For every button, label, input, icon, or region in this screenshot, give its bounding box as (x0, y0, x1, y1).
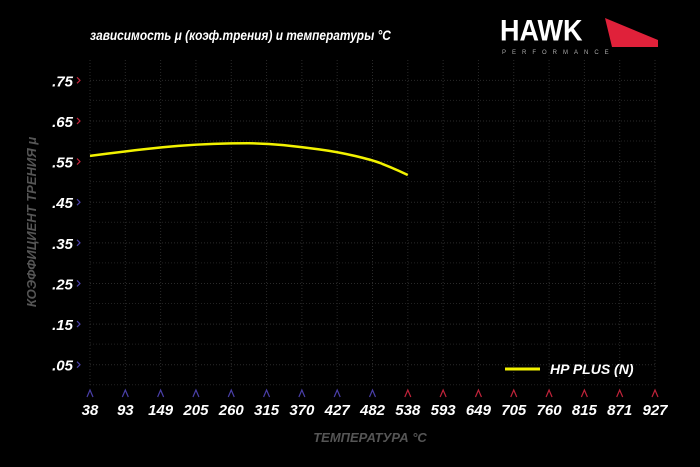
x-tick-label: 149 (148, 402, 174, 419)
y-tick-label: .45 (52, 195, 74, 212)
x-tick-label: 38 (82, 402, 99, 419)
y-tick-mark (76, 280, 81, 287)
legend-label: HP PLUS (N) (550, 361, 634, 377)
x-tick-mark (333, 388, 341, 398)
y-tick-mark (76, 361, 81, 369)
x-tick-mark (157, 388, 165, 398)
x-tick-label: 538 (395, 402, 421, 419)
y-tick-mark (76, 158, 81, 165)
x-tick-label: 705 (501, 402, 527, 419)
y-tick-mark (76, 76, 81, 84)
x-tick-label: 649 (466, 402, 492, 419)
y-tick-label: .25 (52, 276, 74, 293)
x-tick-label: 927 (642, 402, 668, 419)
x-tick-label: 482 (359, 402, 386, 419)
series-line-hp-plus (89, 142, 409, 177)
chart-title: зависимость μ (коэф.трения) и температур… (90, 27, 391, 43)
x-tick-mark (86, 388, 94, 398)
y-tick-mark (76, 239, 81, 247)
x-tick-label: 815 (572, 402, 598, 419)
x-tick-mark (651, 388, 659, 398)
x-tick-mark (368, 388, 377, 398)
x-tick-mark (580, 388, 588, 398)
y-tick-label: .35 (52, 236, 74, 253)
x-tick-mark (510, 388, 518, 398)
x-tick-label: 427 (324, 402, 351, 419)
x-tick-mark (192, 388, 200, 398)
x-axis-label: ТЕМПЕРАТУРА °C (313, 430, 427, 445)
x-tick-mark (121, 388, 129, 398)
x-tick-label: 760 (537, 402, 563, 419)
x-tick-mark (263, 388, 271, 398)
x-tick-mark (439, 388, 447, 398)
x-tick-mark (474, 388, 482, 398)
y-tick-label: .05 (52, 358, 74, 375)
y-tick-mark (76, 117, 81, 125)
x-tick-label: 205 (182, 402, 209, 419)
y-tick-label: .55 (52, 155, 74, 172)
y-tick-mark (76, 198, 81, 206)
x-tick-mark (616, 388, 624, 398)
svg-text:HAWK: HAWK (500, 14, 583, 47)
x-tick-label: 260 (218, 402, 245, 419)
x-tick-label: 871 (607, 402, 632, 419)
y-axis-label: КОЭФФИЦИЕНТ ТРЕНИЯ μ (24, 137, 39, 307)
x-tick-mark (545, 388, 553, 398)
grid (89, 60, 656, 386)
y-tick-label: .15 (52, 317, 74, 334)
x-tick-label: 315 (254, 402, 280, 419)
y-tick-label: .65 (52, 114, 74, 131)
x-tick-mark (298, 388, 306, 398)
y-tick-label: .75 (52, 73, 74, 90)
svg-text:PERFORMANCE: PERFORMANCE (502, 50, 615, 54)
hawk-logo: HAWK PERFORMANCE (500, 14, 658, 54)
x-tick-label: 370 (289, 402, 315, 419)
x-tick-mark (227, 388, 235, 398)
x-tick-mark (404, 388, 412, 398)
x-tick-label: 593 (431, 402, 457, 419)
y-tick-mark (76, 320, 81, 328)
x-tick-label: 93 (117, 402, 134, 419)
